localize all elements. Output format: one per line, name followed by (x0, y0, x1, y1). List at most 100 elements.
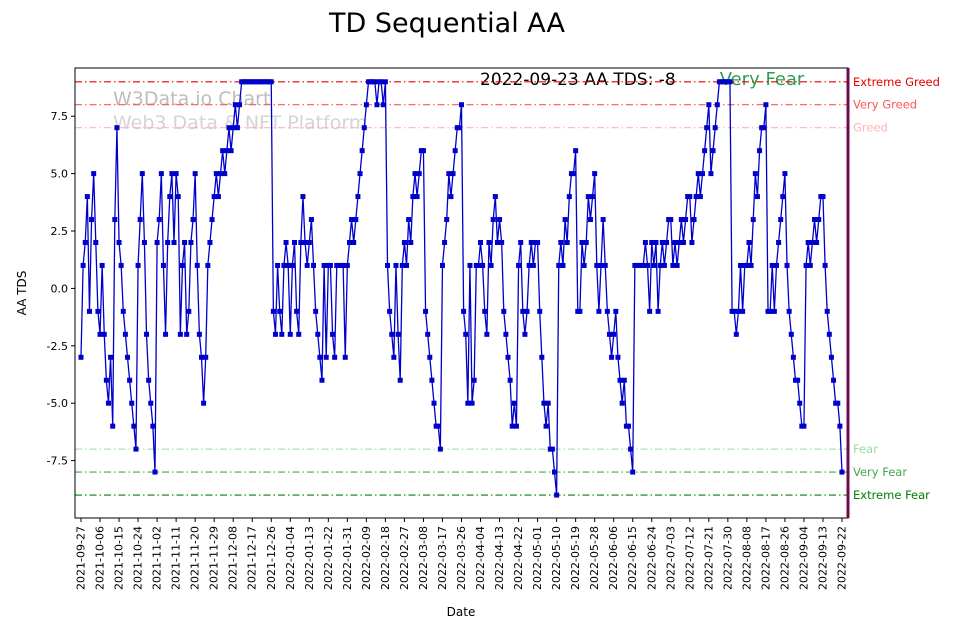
data-point (186, 308, 192, 314)
data-point (99, 262, 105, 268)
x-tick-label: 2022-05-10 (550, 526, 563, 590)
x-tick-label: 2021-12-08 (227, 526, 240, 590)
data-point (511, 400, 517, 406)
data-point (101, 331, 107, 337)
watermark-line2: Web3 Data & NFT Platform (113, 112, 368, 134)
data-point (585, 194, 591, 200)
data-point (740, 308, 746, 314)
data-point (198, 354, 204, 360)
data-point (387, 308, 393, 314)
data-point (814, 239, 820, 245)
data-point (89, 217, 95, 223)
data-point (179, 262, 185, 268)
data-point (649, 239, 655, 245)
data-point (91, 171, 97, 177)
data-point (275, 262, 281, 268)
data-point (412, 171, 418, 177)
data-point (494, 239, 500, 245)
data-point (733, 331, 739, 337)
y-tick-label: 5.0 (51, 168, 69, 181)
data-point (112, 217, 118, 223)
data-point (826, 331, 832, 337)
data-point (414, 194, 420, 200)
data-point (146, 377, 152, 383)
x-tick-label: 2021-10-24 (132, 526, 145, 590)
data-point (118, 262, 124, 268)
data-point (606, 331, 612, 337)
data-point (313, 308, 319, 314)
data-point (556, 262, 562, 268)
x-tick-label: 2021-12-26 (265, 526, 278, 590)
x-tick-label: 2022-04-22 (512, 526, 525, 590)
x-tick-label: 2022-02-18 (379, 526, 392, 590)
data-point (797, 400, 803, 406)
data-point (706, 102, 712, 108)
data-point (539, 354, 545, 360)
x-axis-label: Date (446, 605, 476, 619)
data-point (427, 354, 433, 360)
data-point (782, 171, 788, 177)
data-point (448, 194, 454, 200)
data-point (499, 239, 505, 245)
data-point (659, 239, 665, 245)
data-point (562, 217, 568, 223)
data-point (152, 469, 158, 475)
x-tick-label: 2022-08-26 (778, 526, 791, 590)
data-point (727, 79, 733, 85)
data-point (385, 262, 391, 268)
data-point (670, 262, 676, 268)
data-point (127, 377, 133, 383)
x-tick-label: 2022-09-22 (836, 526, 849, 590)
data-point (535, 239, 541, 245)
data-point (95, 308, 101, 314)
data-point (285, 262, 291, 268)
data-point (786, 308, 792, 314)
data-point (613, 308, 619, 314)
data-point (342, 354, 348, 360)
data-point (283, 239, 289, 245)
data-point (757, 148, 763, 154)
data-point (425, 331, 431, 337)
data-point (184, 331, 190, 337)
data-point (790, 354, 796, 360)
data-point (653, 239, 659, 245)
data-point (505, 354, 511, 360)
data-point (731, 308, 737, 314)
data-point (664, 239, 670, 245)
data-point (486, 239, 492, 245)
data-point (560, 262, 566, 268)
data-point (203, 354, 209, 360)
x-tick-label: 2022-04-04 (474, 526, 487, 590)
data-point (408, 239, 414, 245)
data-point (788, 331, 794, 337)
data-point (298, 239, 304, 245)
data-point (439, 262, 445, 268)
data-point (484, 331, 490, 337)
data-point (518, 239, 524, 245)
data-point (769, 262, 775, 268)
data-point (389, 331, 395, 337)
data-point (598, 262, 604, 268)
data-point (471, 377, 477, 383)
data-point (543, 423, 549, 429)
data-point (272, 331, 278, 337)
x-tick-label: 2021-11-20 (189, 526, 202, 590)
data-point (120, 308, 126, 314)
data-point (776, 239, 782, 245)
data-point (573, 148, 579, 154)
data-point (744, 262, 750, 268)
data-point (330, 331, 336, 337)
data-point (302, 239, 308, 245)
data-point (220, 148, 226, 154)
data-point (211, 194, 217, 200)
data-point (816, 217, 822, 223)
data-point (459, 102, 464, 108)
x-tick-label: 2021-11-11 (170, 526, 183, 590)
data-point (609, 354, 615, 360)
data-point (676, 239, 682, 245)
data-point (837, 423, 843, 429)
data-point (524, 308, 530, 314)
data-point (110, 423, 116, 429)
data-point (461, 308, 467, 314)
data-point (680, 239, 686, 245)
